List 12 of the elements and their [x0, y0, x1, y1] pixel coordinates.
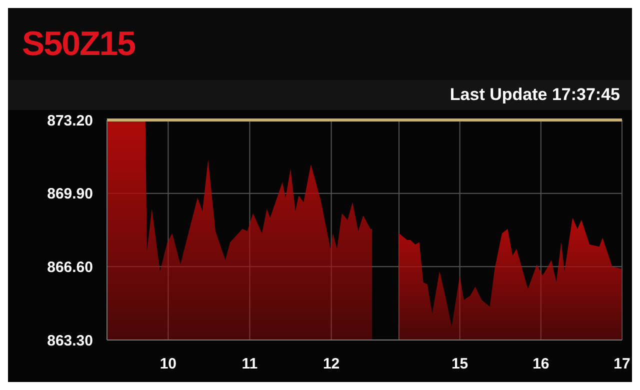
x-tick-label: 12 [322, 356, 340, 373]
y-tick-label: 869.90 [47, 186, 93, 203]
x-tick-label: 16 [532, 356, 550, 373]
y-tick-label: 873.20 [47, 112, 93, 130]
y-tick-label: 863.30 [47, 332, 93, 350]
chart-title: S50Z15 [22, 25, 136, 63]
y-tick-label: 866.60 [47, 258, 93, 276]
x-tick-label: 15 [451, 356, 468, 373]
x-tick-label: 11 [242, 356, 258, 373]
x-tick-label: 17 [614, 356, 630, 373]
x-tick-label: 10 [160, 356, 177, 373]
text: Last Update 17:37:45 [450, 85, 620, 104]
